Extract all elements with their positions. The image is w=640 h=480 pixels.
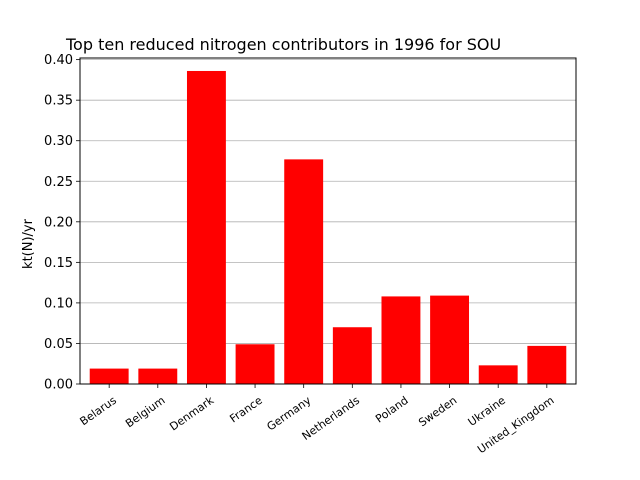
chart-title: Top ten reduced nitrogen contributors in…: [65, 35, 501, 54]
bar-denmark: [186, 70, 226, 384]
bar-united-kingdom: [527, 345, 567, 384]
y-tick-label: 0.20: [44, 215, 73, 230]
bar-germany: [284, 159, 324, 384]
bar-poland: [381, 296, 421, 384]
y-tick-label: 0.25: [44, 175, 73, 190]
y-axis-ticks: 0.00 0.05 0.10 0.15 0.20 0.25 0.30 0.35 0.40: [44, 53, 80, 393]
bar-belarus: [89, 368, 129, 384]
bars: [89, 70, 567, 384]
bar-france: [235, 344, 275, 384]
y-tick-label: 0.40: [44, 53, 73, 68]
bar-belgium: [138, 368, 178, 384]
y-axis-label: kt(N)/yr: [21, 218, 36, 269]
gridlines: [80, 59, 576, 344]
y-tick-label: 0.10: [44, 296, 73, 311]
bar-ukraine: [478, 365, 518, 384]
bar-sweden: [430, 295, 470, 384]
y-tick-label: 0.35: [44, 94, 73, 109]
y-tick-label: 0.30: [44, 134, 73, 149]
plot-frame: [79, 57, 577, 385]
bar-netherlands: [332, 327, 372, 384]
axes: [79, 57, 577, 385]
y-tick-label: 0.05: [44, 337, 73, 352]
y-tick-label: 0.15: [44, 256, 73, 271]
y-tick-label: 0.00: [44, 378, 73, 393]
